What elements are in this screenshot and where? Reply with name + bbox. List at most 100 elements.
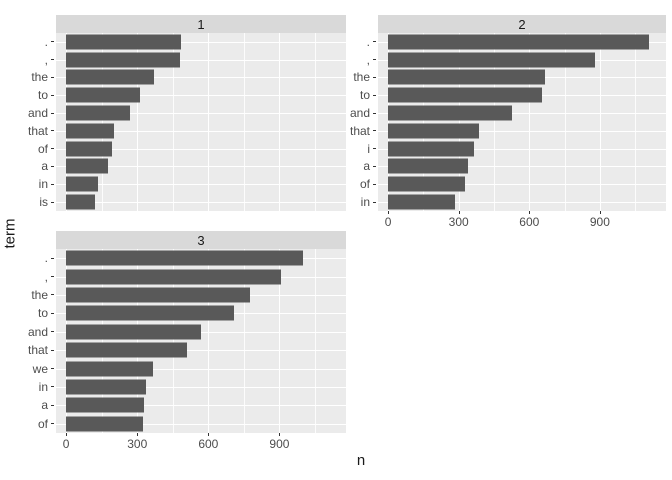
y-tick-mark xyxy=(51,276,54,278)
panel-row xyxy=(56,175,346,193)
horizontal-gridline xyxy=(56,386,346,388)
panel-row xyxy=(56,249,346,267)
major-gridline xyxy=(137,249,139,433)
minor-gridline xyxy=(243,33,245,211)
y-tick-label: and xyxy=(27,106,48,121)
bar xyxy=(66,269,281,285)
facet-grid: 1 ., the to and that of a in is 2 ., the to and that… xyxy=(0,15,666,453)
horizontal-gridline xyxy=(56,130,346,132)
y-tick-row: we xyxy=(0,359,56,377)
y-tick-label: , xyxy=(44,269,48,284)
minor-gridline xyxy=(243,249,245,433)
y-tick-row: a xyxy=(346,158,378,176)
panel-row xyxy=(56,267,346,285)
y-tick-label: , xyxy=(366,52,370,67)
panel-row xyxy=(378,86,666,104)
y-tick-label: . xyxy=(44,34,48,49)
minor-gridline xyxy=(314,249,316,433)
y-tick-row: and xyxy=(346,104,378,122)
horizontal-gridline xyxy=(56,405,346,407)
y-tick-mark xyxy=(51,183,54,185)
x-tick-label: 0 xyxy=(62,437,70,451)
major-gridline xyxy=(388,33,390,211)
y-tick-mark xyxy=(51,312,54,314)
y-axis-labels: ., the to and that we in a of xyxy=(0,249,56,433)
y-tick-row: of xyxy=(0,140,56,158)
y-tick-row: i xyxy=(346,140,378,158)
minor-gridline xyxy=(635,33,637,211)
panel-row xyxy=(378,69,666,87)
facet-strip: 2 xyxy=(378,15,666,33)
y-tick-row: a xyxy=(0,396,56,414)
y-tick-row: to xyxy=(346,86,378,104)
y-tick-mark xyxy=(51,94,54,96)
panel-row xyxy=(56,104,346,122)
panel-row xyxy=(378,33,666,51)
minor-gridline xyxy=(101,249,103,433)
facet-panel xyxy=(378,33,666,211)
facet-strip: 3 xyxy=(56,231,346,249)
major-gridline xyxy=(137,33,139,211)
y-tick-row: that xyxy=(0,341,56,359)
horizontal-gridline xyxy=(56,202,346,204)
y-tick-mark xyxy=(51,404,54,406)
x-axis: 0 300 600 900 xyxy=(56,433,346,453)
y-tick-label: . xyxy=(366,34,370,49)
y-tick-row: . xyxy=(0,249,56,267)
panel-row xyxy=(56,158,346,176)
horizontal-gridline xyxy=(378,202,666,204)
y-tick-mark xyxy=(373,59,376,61)
y-tick-row: and xyxy=(0,104,56,122)
bar xyxy=(66,176,99,192)
bar xyxy=(388,105,512,121)
facet-strip-label: 1 xyxy=(197,16,205,32)
horizontal-gridline xyxy=(56,350,346,352)
x-tick-mark xyxy=(137,433,139,436)
y-tick-row: that xyxy=(346,122,378,140)
y-tick-mark xyxy=(51,294,54,296)
horizontal-gridline xyxy=(56,77,346,79)
bar xyxy=(66,52,180,68)
y-tick-mark xyxy=(51,148,54,150)
y-tick-mark xyxy=(51,386,54,388)
y-tick-label: , xyxy=(44,52,48,67)
panel-row xyxy=(378,193,666,211)
bar xyxy=(388,176,465,192)
y-tick-row: the xyxy=(346,69,378,87)
y-tick-mark xyxy=(51,112,54,114)
y-tick-mark xyxy=(51,59,54,61)
minor-gridline xyxy=(493,33,495,211)
y-tick-row: in xyxy=(0,378,56,396)
x-tick-mark xyxy=(599,211,601,214)
y-tick-row: of xyxy=(0,415,56,433)
panel-row xyxy=(56,33,346,51)
panel-row xyxy=(56,304,346,322)
major-gridline xyxy=(208,249,210,433)
bar xyxy=(66,34,182,50)
horizontal-gridline xyxy=(378,148,666,150)
y-tick-label: the xyxy=(31,70,48,85)
minor-gridline xyxy=(172,249,174,433)
facet-body: ., the to and that we in a of xyxy=(0,249,346,433)
bar xyxy=(66,87,140,103)
panel-row xyxy=(56,286,346,304)
major-gridline xyxy=(458,33,460,211)
horizontal-gridline xyxy=(56,368,346,370)
bar xyxy=(66,105,131,121)
y-tick-row: of xyxy=(346,175,378,193)
x-tick-label: 300 xyxy=(127,437,148,451)
bar xyxy=(66,287,250,303)
y-tick-row: in xyxy=(346,193,378,211)
y-tick-mark xyxy=(373,41,376,43)
y-tick-label: a xyxy=(363,159,370,174)
y-tick-row: and xyxy=(0,323,56,341)
y-tick-label: in xyxy=(38,177,48,192)
x-tick-mark xyxy=(208,433,210,436)
x-axis-title: n xyxy=(356,452,366,469)
bar xyxy=(388,141,474,157)
y-tick-label: of xyxy=(359,177,370,192)
facet-panel xyxy=(56,249,346,433)
horizontal-gridline xyxy=(378,184,666,186)
y-tick-row: . xyxy=(346,33,378,51)
